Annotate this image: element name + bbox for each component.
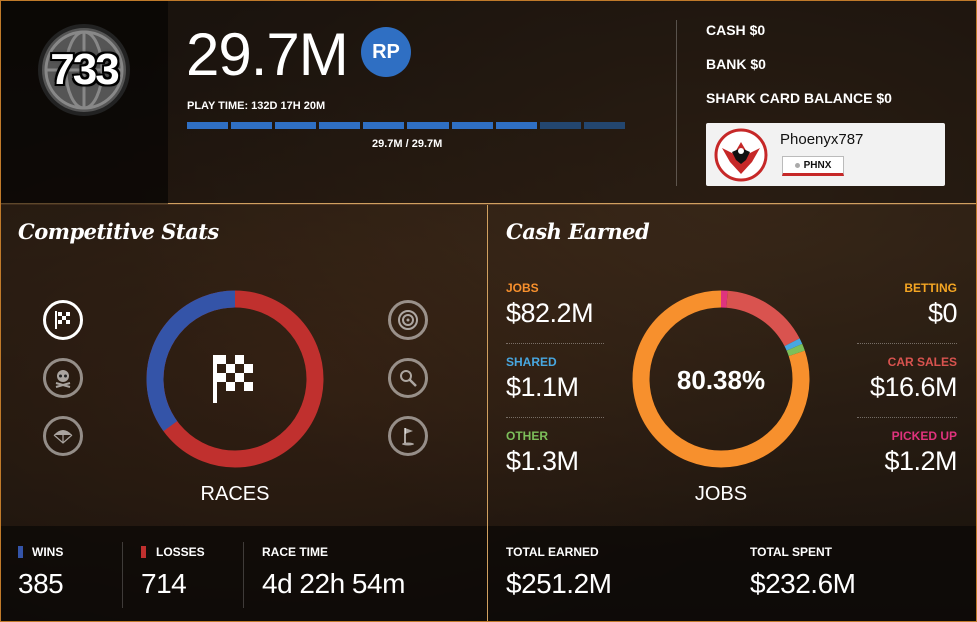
cash-label: CASH — [706, 22, 746, 38]
losses-swatch — [141, 546, 146, 558]
betting-value: $0 — [927, 298, 958, 328]
jobs-arc — [632, 290, 810, 468]
rank-box: 733 — [0, 0, 168, 204]
bank-label: BANK — [706, 56, 747, 72]
crew-emblem-bird-icon — [714, 128, 768, 182]
other-value: $1.3M — [506, 446, 579, 476]
cash-ring-label: JOBS — [694, 483, 748, 505]
xp-segment — [187, 122, 229, 129]
rank-number: 733 — [50, 45, 119, 94]
losses-label: LOSSES — [156, 545, 205, 559]
races-flag-glyph — [55, 311, 70, 329]
car-sales-divider — [857, 417, 957, 418]
play-time: PLAY TIME: 132D 17H 20M — [187, 100, 326, 112]
crew-tag[interactable]: PHNX — [782, 156, 844, 176]
race-stats-bar: WINS 385 LOSSES 714 RACE TIME 4d 22h 54m — [0, 526, 487, 622]
shark-card-line: SHARK CARD BALANCE $0 — [706, 90, 892, 106]
profile-header: 733 29.7M RP PLAY TIME: 132D 17H 20M 29.… — [0, 0, 977, 204]
xp-segment — [363, 122, 405, 129]
target-icon[interactable] — [388, 300, 428, 340]
xp-segment — [231, 122, 273, 129]
total-spent-value: $232.6M — [750, 568, 856, 599]
xp-segment — [583, 122, 625, 129]
total-spent-label: TOTAL SPENT — [750, 545, 833, 559]
picked-up-label: PICKED UP — [891, 429, 957, 443]
jobs-divider — [506, 343, 604, 344]
header-divider — [676, 20, 677, 186]
total-earned-value: $251.2M — [506, 568, 612, 599]
cash-line: CASH $0 — [706, 22, 765, 38]
checkered-flag-icon — [213, 355, 253, 403]
car-sales-value: $16.6M — [869, 372, 958, 402]
cash-earned-panel: Cash Earned JOBS $82.2M SHARED $1.1M OTH… — [488, 205, 977, 526]
xp-segment — [451, 122, 493, 129]
wins-value: 385 — [18, 568, 64, 599]
ring-center-percent: 80.38% — [676, 365, 766, 395]
xp-text: 29.7M / 29.7M — [372, 138, 443, 150]
cash-totals-bar: TOTAL EARNED $251.2M TOTAL SPENT $232.6M — [488, 526, 977, 622]
rp-badge: RP — [361, 27, 411, 77]
betting-label: BETTING — [904, 281, 957, 295]
xp-segment — [319, 122, 361, 129]
jobs-value: $82.2M — [506, 298, 594, 328]
competitive-stats-panel: Competitive Stats — [0, 205, 487, 526]
golf-flag-icon[interactable] — [388, 416, 428, 456]
xp-segment — [495, 122, 537, 129]
race-time-value: 4d 22h 54m — [262, 568, 405, 599]
shared-value: $1.1M — [506, 372, 579, 402]
crew-card[interactable]: Phoenyx787 PHNX — [706, 123, 945, 186]
cash-value: $0 — [749, 22, 766, 38]
deathmatch-skull-icon[interactable] — [43, 358, 83, 398]
bank-line: BANK $0 — [706, 56, 766, 72]
shared-divider — [506, 417, 604, 418]
panel-divider — [487, 205, 488, 622]
total-earned-label: TOTAL EARNED — [506, 545, 599, 559]
xp-segment — [275, 122, 317, 129]
wins-label: WINS — [32, 545, 64, 559]
crew-tag-label: PHNX — [803, 159, 832, 171]
golf-club-icon[interactable] — [388, 358, 428, 398]
cash-earned-title: Cash Earned — [506, 219, 650, 244]
other-label: OTHER — [506, 429, 548, 443]
competitive-stats-title: Competitive Stats — [18, 219, 219, 244]
xp-progress-bar — [187, 122, 625, 129]
globe-icon — [38, 24, 130, 116]
races-icon[interactable] — [43, 300, 83, 340]
parachute-icon[interactable] — [43, 416, 83, 456]
xp-segment — [539, 122, 581, 129]
bank-value: $0 — [750, 56, 766, 72]
car-sales-label: CAR SALES — [887, 355, 957, 369]
races-ring-label: RACES — [200, 483, 270, 505]
crew-dot-icon — [794, 162, 800, 168]
shared-label: SHARED — [506, 355, 557, 369]
betting-divider — [857, 343, 957, 344]
shark-card-value: $0 — [876, 90, 892, 106]
player-name[interactable]: Phoenyx787 — [780, 131, 864, 148]
stat-separator — [122, 542, 123, 608]
wins-arc — [146, 290, 324, 468]
losses-value: 714 — [141, 568, 187, 599]
race-time-label: RACE TIME — [262, 545, 328, 559]
cash-earned-ring-chart — [632, 290, 810, 468]
picked-up-value: $1.2M — [884, 446, 957, 476]
shark-card-label: SHARK CARD BALANCE — [706, 90, 873, 106]
wins-swatch — [18, 546, 23, 558]
xp-segment — [407, 122, 449, 129]
rp-value: 29.7M — [186, 21, 349, 88]
stat-separator — [243, 542, 244, 608]
races-ring-chart — [146, 290, 324, 468]
jobs-label: JOBS — [506, 281, 539, 295]
